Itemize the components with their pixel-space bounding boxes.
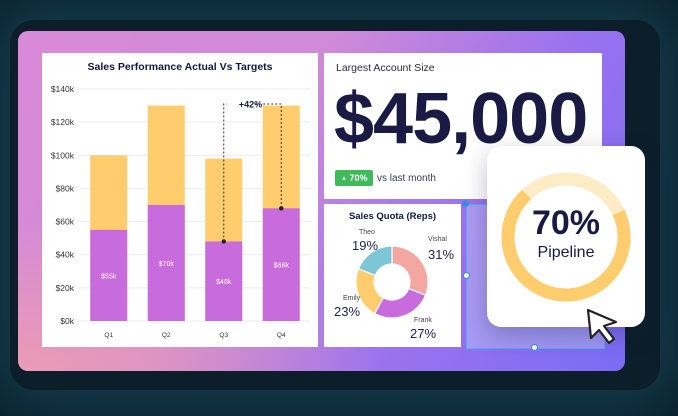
change-badge: ▲ 70%: [335, 170, 374, 186]
y-tick-label: $120k: [51, 117, 75, 127]
x-tick-label: Q4: [277, 332, 286, 339]
pie-slice-frank: [373, 287, 427, 319]
cursor-icon: [586, 308, 618, 345]
pie-label-percent: 31%: [428, 247, 455, 262]
x-tick-label: Q3: [219, 332, 228, 339]
pipeline-ring: [501, 172, 631, 302]
quota-chart-title: Sales Quota (Reps): [348, 211, 437, 222]
sales-bar-chart: $0k $20k $40k $60k $80k $100k $120k $140k $55k Q1…: [51, 84, 310, 339]
y-tick-label: $20k: [56, 283, 75, 293]
annotation-line-left: [223, 103, 227, 242]
largest-account-value: $45,000: [334, 79, 588, 159]
pie-label-name: Emily: [343, 295, 361, 302]
pipeline-ring-fill: [501, 172, 631, 302]
pie-label-name: Vishal: [428, 236, 447, 243]
largest-account-label: Largest Account Size: [336, 62, 435, 74]
actual-bar-q1: [90, 229, 128, 321]
pipeline-label: Pipeline: [537, 244, 595, 261]
sales-quota-panel[interactable]: Sales Quota (Reps) Vishal 31% Frank 27% Emil…: [324, 204, 461, 347]
change-caption: vs last month: [377, 173, 436, 184]
y-tick-label: $80k: [56, 183, 75, 193]
pipeline-card[interactable]: 70% Pipeline: [487, 146, 645, 327]
actual-bar-q4: [262, 208, 300, 321]
bar-value-label: $70k: [159, 261, 175, 268]
bar-value-label: $48k: [216, 279, 232, 286]
pipeline-percent: 70%: [531, 204, 601, 242]
sales-performance-panel[interactable]: Sales Performance Actual Vs Targets $0k $…: [42, 53, 318, 347]
actual-bar-q3: [205, 241, 243, 321]
pie-slice-vishal: [391, 245, 429, 297]
pie-label-percent: 23%: [334, 304, 361, 319]
arrow-up-icon: ▲: [341, 176, 347, 182]
y-tick-label: $40k: [56, 250, 75, 260]
annotation-dot: [279, 206, 284, 211]
resize-handle-left[interactable]: [463, 272, 470, 279]
annotation-dot: [221, 239, 226, 244]
annotation-label: +42%: [239, 100, 262, 110]
pie-label-name: Frank: [414, 317, 432, 324]
x-tick-label: Q1: [104, 332, 113, 339]
change-badge-value: 70%: [349, 173, 368, 183]
bar-value-label: $55k: [101, 273, 117, 280]
y-tick-label: $60k: [56, 217, 75, 227]
pie-label-name: Theo: [359, 229, 375, 236]
pie-slice-theo: [357, 245, 393, 277]
resize-handle-top[interactable]: [462, 200, 469, 207]
quota-donut-chart: [355, 245, 429, 319]
bar-value-label: $68k: [274, 263, 290, 270]
y-tick-label: $140k: [51, 84, 75, 94]
pie-label-percent: 19%: [352, 238, 379, 253]
annotation-line-right: [255, 103, 282, 209]
resize-handle-bottom[interactable]: [531, 344, 538, 351]
y-tick-label: $100k: [51, 150, 75, 160]
x-tick-label: Q2: [162, 332, 171, 339]
sales-chart-title: Sales Performance Actual Vs Targets: [87, 61, 273, 73]
actual-bar-q2: [147, 205, 185, 321]
pie-label-percent: 27%: [410, 326, 437, 341]
y-tick-label: $0k: [60, 316, 74, 326]
